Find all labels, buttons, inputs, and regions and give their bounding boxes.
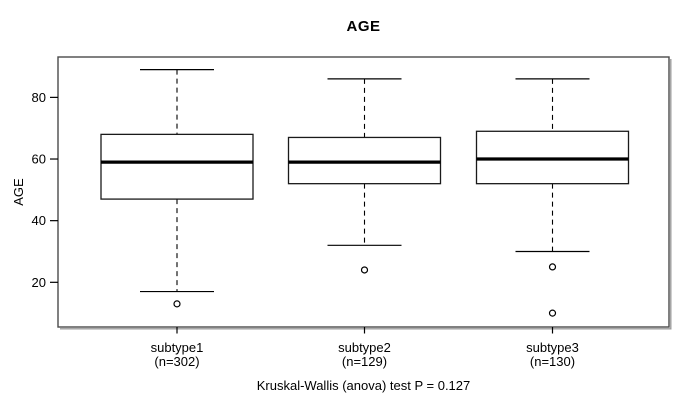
outlier-point xyxy=(173,300,181,308)
chart-title: AGE xyxy=(346,18,381,35)
y-tick-label: 20 xyxy=(32,275,46,290)
plot-border-shadow xyxy=(60,59,672,330)
outlier-point xyxy=(548,309,557,317)
x-axis-group-label: subtype1 xyxy=(151,340,204,355)
outlier-point xyxy=(548,263,557,271)
stat-test-annotation: Kruskal-Wallis (anova) test P = 0.127 xyxy=(256,378,471,393)
x-axis-group-sublabel: (n=302) xyxy=(154,354,199,369)
outlier-point xyxy=(360,266,369,274)
x-axis-group-sublabel: (n=130) xyxy=(530,354,575,369)
y-tick-label: 80 xyxy=(32,90,46,105)
iqr-box xyxy=(100,133,254,200)
x-axis-group-label: subtype3 xyxy=(526,340,579,355)
y-tick-label: 40 xyxy=(32,213,46,228)
plot-border xyxy=(57,56,670,328)
y-tick-label: 60 xyxy=(32,152,46,167)
x-axis-group-label: subtype2 xyxy=(338,340,391,355)
x-axis-group-sublabel: (n=129) xyxy=(342,354,387,369)
